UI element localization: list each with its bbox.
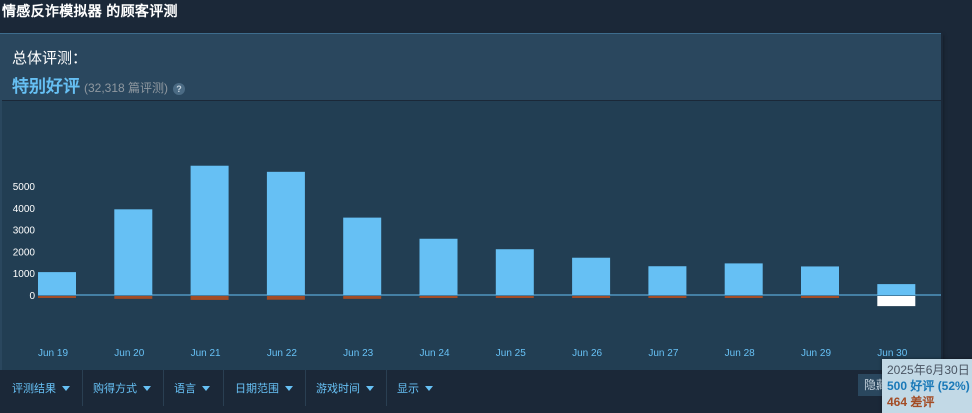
- filter-playtime[interactable]: 游戏时间: [316, 370, 374, 406]
- overall-reviews-label: 总体评测：: [12, 50, 88, 67]
- filter-date-range[interactable]: 日期范围: [235, 370, 293, 406]
- negative-bar[interactable]: [114, 296, 153, 299]
- positive-bar[interactable]: [114, 209, 153, 295]
- x-tick-label: Jun 27: [648, 348, 678, 359]
- tooltip-date: 2025年6月30日: [887, 363, 970, 377]
- filter-label: 显示: [397, 383, 419, 395]
- filter-label: 评测结果: [12, 383, 56, 395]
- negative-bar[interactable]: [877, 296, 916, 307]
- question-icon[interactable]: ?: [173, 83, 186, 95]
- positive-bar[interactable]: [419, 238, 458, 295]
- divider: [163, 370, 164, 406]
- histogram-chart[interactable]: 0 1000 2000 3000 4000 5000 Jun 19 Jun 20 Jun 21 J…: [2, 101, 941, 372]
- filter-label: 购得方式: [93, 383, 137, 395]
- x-tick-label: Jun 20: [114, 348, 144, 359]
- panel-edge: [941, 33, 943, 370]
- tooltip-positive: 500 好评 (52%): [887, 379, 970, 393]
- rating-summary[interactable]: 特别好评: [12, 77, 80, 96]
- chevron-down-icon: [202, 385, 210, 391]
- bar-tooltip: 2025年6月30日 500 好评 (52%) 464 差评: [882, 359, 972, 413]
- reviews-panel: 总体评测： 特别好评 (32,318 篇评测) ? 0 1000 2000 3000 4…: [0, 33, 941, 372]
- tooltip-negative: 464 差评: [887, 395, 935, 409]
- negative-bar[interactable]: [38, 296, 76, 298]
- divider: [82, 370, 83, 406]
- filter-label: 游戏时间: [316, 383, 360, 395]
- x-tick-label: Jun 21: [191, 348, 221, 359]
- positive-bar[interactable]: [495, 249, 534, 295]
- y-tick-label: 0: [29, 291, 35, 302]
- positive-bar[interactable]: [38, 272, 76, 295]
- positive-bar[interactable]: [724, 263, 763, 295]
- positive-bar[interactable]: [343, 217, 382, 295]
- y-tick-label: 3000: [13, 226, 36, 237]
- positive-bar[interactable]: [801, 266, 839, 295]
- chevron-down-icon: [143, 385, 151, 391]
- divider: [305, 370, 306, 406]
- chevron-down-icon: [285, 385, 293, 391]
- negative-bar[interactable]: [572, 296, 611, 298]
- filter-label: 语言: [174, 383, 196, 395]
- negative-bar[interactable]: [419, 296, 458, 298]
- filter-language[interactable]: 语言: [174, 370, 210, 406]
- negative-bar[interactable]: [343, 296, 382, 299]
- positive-bar[interactable]: [648, 266, 687, 295]
- filter-label: 日期范围: [235, 383, 279, 395]
- y-tick-label: 5000: [13, 182, 36, 193]
- review-histogram[interactable]: 0 1000 2000 3000 4000 5000 Jun 19 Jun 20 Jun 21 J…: [2, 100, 941, 372]
- review-count: (32,318 篇评测): [84, 81, 169, 95]
- filter-purchase-type[interactable]: 购得方式: [93, 370, 151, 406]
- filter-display[interactable]: 显示: [397, 370, 433, 406]
- y-tick-label: 2000: [13, 247, 36, 258]
- x-tick-label: Jun 29: [801, 348, 831, 359]
- negative-bar[interactable]: [801, 296, 839, 298]
- x-tick-label: Jun 23: [343, 348, 373, 359]
- y-tick-label: 1000: [13, 269, 36, 280]
- negative-bar[interactable]: [495, 296, 534, 298]
- filter-bar: 评测结果 购得方式 语言 日期范围 游戏时间 显示: [0, 370, 941, 413]
- y-tick-label: 4000: [13, 204, 36, 215]
- chevron-down-icon: [366, 385, 374, 391]
- x-tick-label: Jun 25: [496, 348, 526, 359]
- positive-bar[interactable]: [266, 171, 305, 295]
- filter-review-type[interactable]: 评测结果: [12, 370, 70, 406]
- divider: [223, 370, 224, 406]
- x-tick-label: Jun 26: [572, 348, 602, 359]
- x-tick-label: Jun 24: [419, 348, 449, 359]
- negative-bar[interactable]: [190, 296, 229, 300]
- positive-bar[interactable]: [572, 257, 611, 295]
- negative-bar[interactable]: [266, 296, 305, 300]
- page-title: 情感反诈模拟器 的顾客评测: [2, 3, 178, 19]
- positive-bar[interactable]: [877, 284, 916, 295]
- negative-bar[interactable]: [724, 296, 763, 298]
- negative-bar[interactable]: [648, 296, 687, 298]
- x-tick-label: Jun 22: [267, 348, 297, 359]
- chevron-down-icon: [62, 385, 70, 391]
- positive-bar[interactable]: [190, 165, 229, 295]
- chevron-down-icon: [425, 385, 433, 391]
- x-tick-label: Jun 28: [725, 348, 755, 359]
- x-tick-label: Jun 30: [877, 348, 907, 359]
- rating-row: 特别好评 (32,318 篇评测) ?: [12, 72, 186, 97]
- x-tick-label: Jun 19: [38, 348, 68, 359]
- divider: [386, 370, 387, 406]
